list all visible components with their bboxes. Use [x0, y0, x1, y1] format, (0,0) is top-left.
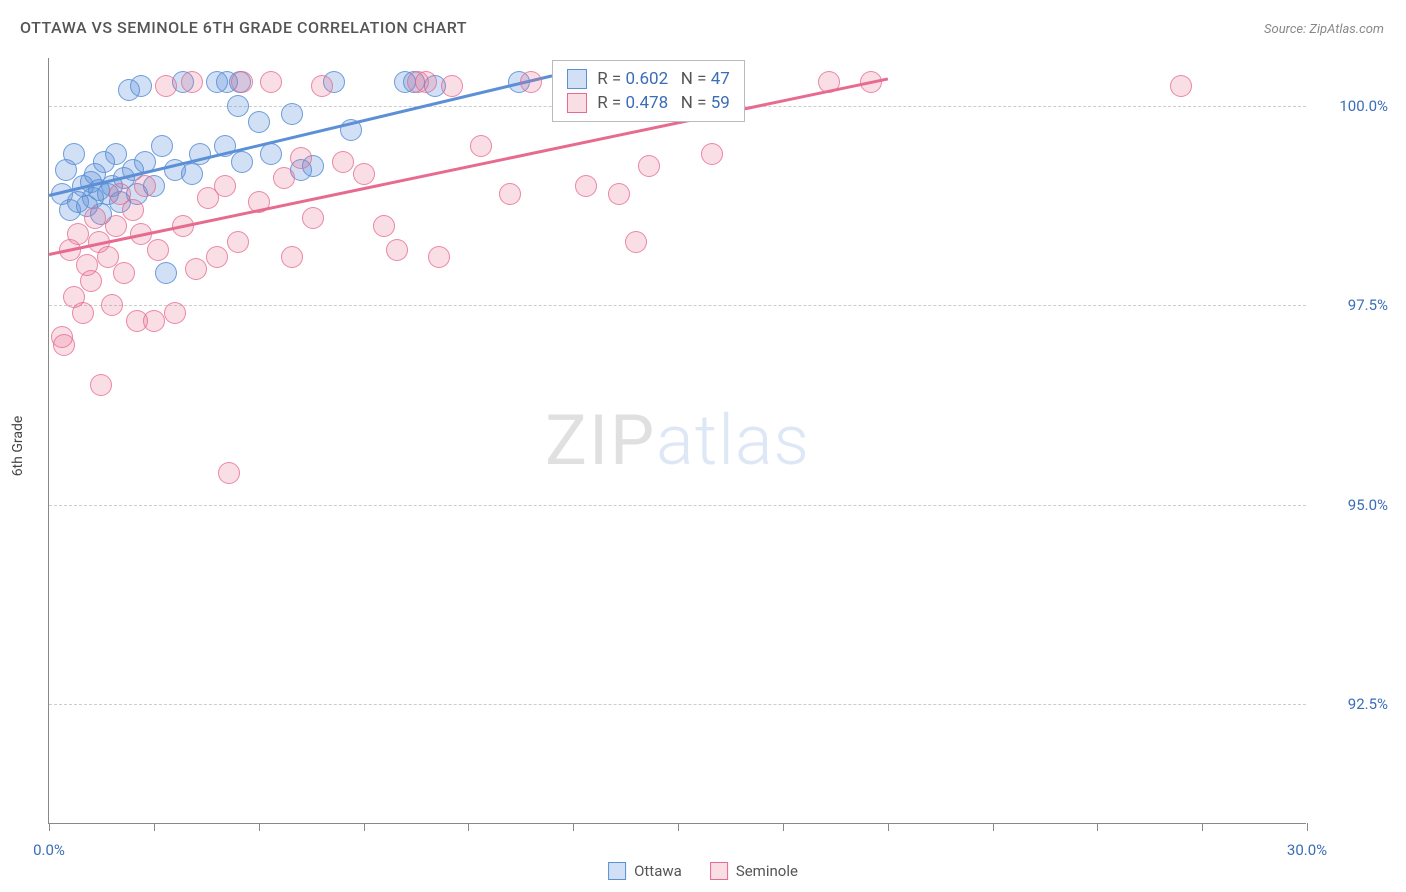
- data-point: [206, 246, 228, 268]
- data-point: [155, 262, 177, 284]
- legend-label-seminole: Seminole: [736, 862, 798, 880]
- legend-item-seminole: Seminole: [710, 862, 798, 880]
- data-point: [386, 239, 408, 261]
- legend-label-ottawa: Ottawa: [634, 862, 682, 880]
- data-point: [72, 302, 94, 324]
- x-tick: [154, 823, 155, 831]
- x-tick: [49, 823, 50, 831]
- data-point: [151, 135, 173, 157]
- x-tick: [678, 823, 679, 831]
- data-point: [373, 215, 395, 237]
- data-point: [181, 163, 203, 185]
- source-attribution: Source: ZipAtlas.com: [1264, 22, 1384, 37]
- data-point: [428, 246, 450, 268]
- data-point: [441, 75, 463, 97]
- x-tick: [888, 823, 889, 831]
- watermark: ZIPatlas: [545, 400, 810, 482]
- data-point: [53, 334, 75, 356]
- data-point: [130, 75, 152, 97]
- legend-stats-text: R = 0.602 N = 47: [597, 69, 730, 89]
- bottom-legend: Ottawa Seminole: [608, 862, 798, 880]
- data-point: [625, 231, 647, 253]
- legend-stats-text: R = 0.478 N = 59: [597, 93, 730, 113]
- x-tick-label: 30.0%: [1287, 841, 1327, 859]
- x-tick: [993, 823, 994, 831]
- data-point: [273, 167, 295, 189]
- data-point: [227, 95, 249, 117]
- data-point: [164, 302, 186, 324]
- x-tick: [1202, 823, 1203, 831]
- data-point: [231, 71, 253, 93]
- data-point: [80, 270, 102, 292]
- x-tick: [783, 823, 784, 831]
- data-point: [63, 143, 85, 165]
- data-point: [638, 155, 660, 177]
- data-point: [470, 135, 492, 157]
- data-point: [520, 71, 542, 93]
- x-tick: [1097, 823, 1098, 831]
- gridline: [49, 505, 1306, 506]
- x-tick: [468, 823, 469, 831]
- x-tick: [364, 823, 365, 831]
- chart-title: OTTAWA VS SEMINOLE 6TH GRADE CORRELATION…: [20, 18, 467, 37]
- x-tick-label: 0.0%: [33, 841, 65, 859]
- plot-area: ZIPatlas 0.0%30.0%R = 0.602 N = 47R = 0.…: [48, 58, 1306, 824]
- legend-item-ottawa: Ottawa: [608, 862, 682, 880]
- data-point: [575, 175, 597, 197]
- data-point: [84, 207, 106, 229]
- legend-swatch: [567, 69, 587, 89]
- gridline: [49, 305, 1306, 306]
- y-axis-label: 6th Grade: [10, 416, 26, 477]
- data-point: [113, 262, 135, 284]
- data-point: [290, 147, 312, 169]
- y-tick-label: 97.5%: [1348, 296, 1388, 314]
- legend-swatch-seminole: [710, 862, 728, 880]
- y-tick-label: 95.0%: [1348, 496, 1388, 514]
- legend-swatch: [567, 93, 587, 113]
- x-tick: [1307, 823, 1308, 831]
- data-point: [67, 223, 89, 245]
- data-point: [281, 103, 303, 125]
- y-tick-label: 92.5%: [1348, 695, 1388, 713]
- data-point: [281, 246, 303, 268]
- data-point: [143, 310, 165, 332]
- data-point: [701, 143, 723, 165]
- data-point: [248, 111, 270, 133]
- x-tick: [259, 823, 260, 831]
- watermark-zip: ZIP: [545, 400, 656, 482]
- data-point: [101, 294, 123, 316]
- data-point: [1170, 75, 1192, 97]
- data-point: [147, 239, 169, 261]
- stats-legend-row: R = 0.478 N = 59: [567, 91, 730, 115]
- data-point: [105, 215, 127, 237]
- data-point: [260, 71, 282, 93]
- data-point: [415, 71, 437, 93]
- data-point: [608, 183, 630, 205]
- data-point: [214, 175, 236, 197]
- data-point: [218, 462, 240, 484]
- data-point: [155, 75, 177, 97]
- data-point: [499, 183, 521, 205]
- data-point: [302, 207, 324, 229]
- data-point: [134, 175, 156, 197]
- watermark-atlas: atlas: [656, 400, 810, 482]
- gridline: [49, 704, 1306, 705]
- data-point: [311, 75, 333, 97]
- data-point: [181, 71, 203, 93]
- legend-swatch-ottawa: [608, 862, 626, 880]
- y-tick-label: 100.0%: [1339, 97, 1388, 115]
- data-point: [332, 151, 354, 173]
- data-point: [90, 374, 112, 396]
- x-tick: [573, 823, 574, 831]
- data-point: [185, 258, 207, 280]
- data-point: [260, 143, 282, 165]
- chart-container: OTTAWA VS SEMINOLE 6TH GRADE CORRELATION…: [0, 0, 1406, 892]
- data-point: [122, 199, 144, 221]
- stats-legend-row: R = 0.602 N = 47: [567, 67, 730, 91]
- data-point: [227, 231, 249, 253]
- data-point: [231, 151, 253, 173]
- stats-legend: R = 0.602 N = 47 R = 0.478 N = 59: [552, 60, 745, 122]
- data-point: [353, 163, 375, 185]
